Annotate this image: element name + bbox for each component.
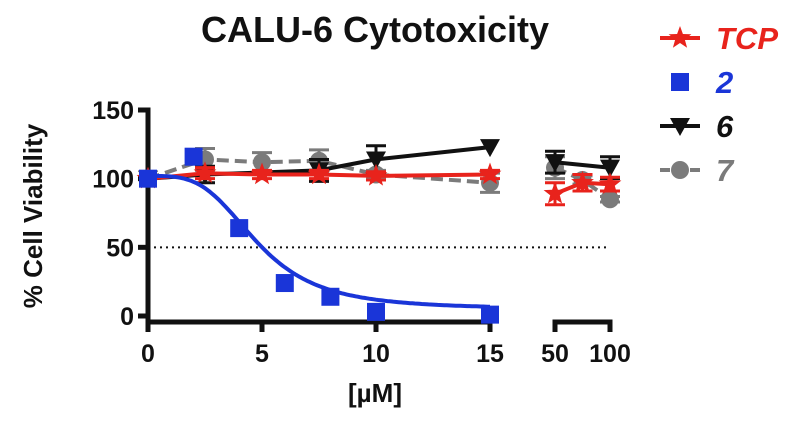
data-point bbox=[545, 154, 565, 173]
x-tick-label: 15 bbox=[476, 340, 504, 368]
data-point bbox=[600, 159, 620, 178]
x-tick-label: 0 bbox=[141, 340, 155, 368]
data-point bbox=[598, 172, 622, 194]
series-compound-2 bbox=[139, 147, 499, 324]
series-line bbox=[554, 160, 611, 170]
data-point bbox=[253, 153, 271, 172]
data-point bbox=[139, 169, 157, 188]
data-point bbox=[671, 161, 689, 179]
series-line bbox=[147, 171, 491, 181]
y-tick-label: 150 bbox=[92, 97, 134, 125]
data-point bbox=[366, 151, 386, 170]
legend-label: 7 bbox=[716, 153, 735, 188]
legend-label: 2 bbox=[715, 65, 733, 100]
series-line bbox=[147, 157, 491, 185]
data-point bbox=[543, 181, 567, 204]
data-point bbox=[364, 163, 388, 186]
legend-item-compound-7: 7 bbox=[660, 153, 735, 188]
data-point bbox=[307, 162, 331, 185]
x-tick-label: 10 bbox=[362, 340, 390, 368]
data-point bbox=[670, 118, 690, 136]
y-axis-label: % Cell Viability bbox=[18, 123, 48, 308]
data-point bbox=[478, 162, 502, 185]
data-point bbox=[193, 161, 217, 183]
x-axis-label: [µM] bbox=[348, 378, 402, 408]
x-tick-label: 100 bbox=[589, 340, 631, 368]
y-tick-label: 100 bbox=[92, 166, 134, 194]
legend: TCP 2 6 7 bbox=[660, 21, 778, 188]
legend-item-compound-2: 2 bbox=[671, 65, 733, 100]
data-point bbox=[230, 219, 249, 238]
legend-item-compound-6: 6 bbox=[660, 109, 734, 144]
data-point bbox=[321, 287, 340, 306]
data-point bbox=[668, 26, 692, 48]
legend-item-tcp: TCP bbox=[660, 21, 778, 56]
axes: 0 50 100 150 0 5 10 15 50 100 bbox=[92, 97, 631, 368]
x-tick-label: 50 bbox=[541, 340, 569, 368]
data-point bbox=[250, 162, 274, 185]
data-point bbox=[671, 73, 689, 91]
legend-label: TCP bbox=[716, 21, 778, 56]
x-tick-label: 5 bbox=[255, 340, 269, 368]
legend-label: 6 bbox=[716, 109, 734, 144]
data-point bbox=[480, 139, 500, 158]
data-point bbox=[184, 147, 203, 166]
y-tick-label: 0 bbox=[120, 303, 134, 331]
data-point bbox=[275, 274, 294, 293]
data-point bbox=[571, 170, 594, 193]
series-layer bbox=[136, 139, 622, 324]
y-tick-label: 50 bbox=[106, 234, 134, 262]
chart-title: CALU-6 Cytotoxicity bbox=[201, 9, 549, 50]
data-point bbox=[601, 190, 619, 209]
fit-curve bbox=[148, 173, 490, 309]
data-point bbox=[481, 305, 499, 324]
data-point bbox=[367, 302, 385, 321]
